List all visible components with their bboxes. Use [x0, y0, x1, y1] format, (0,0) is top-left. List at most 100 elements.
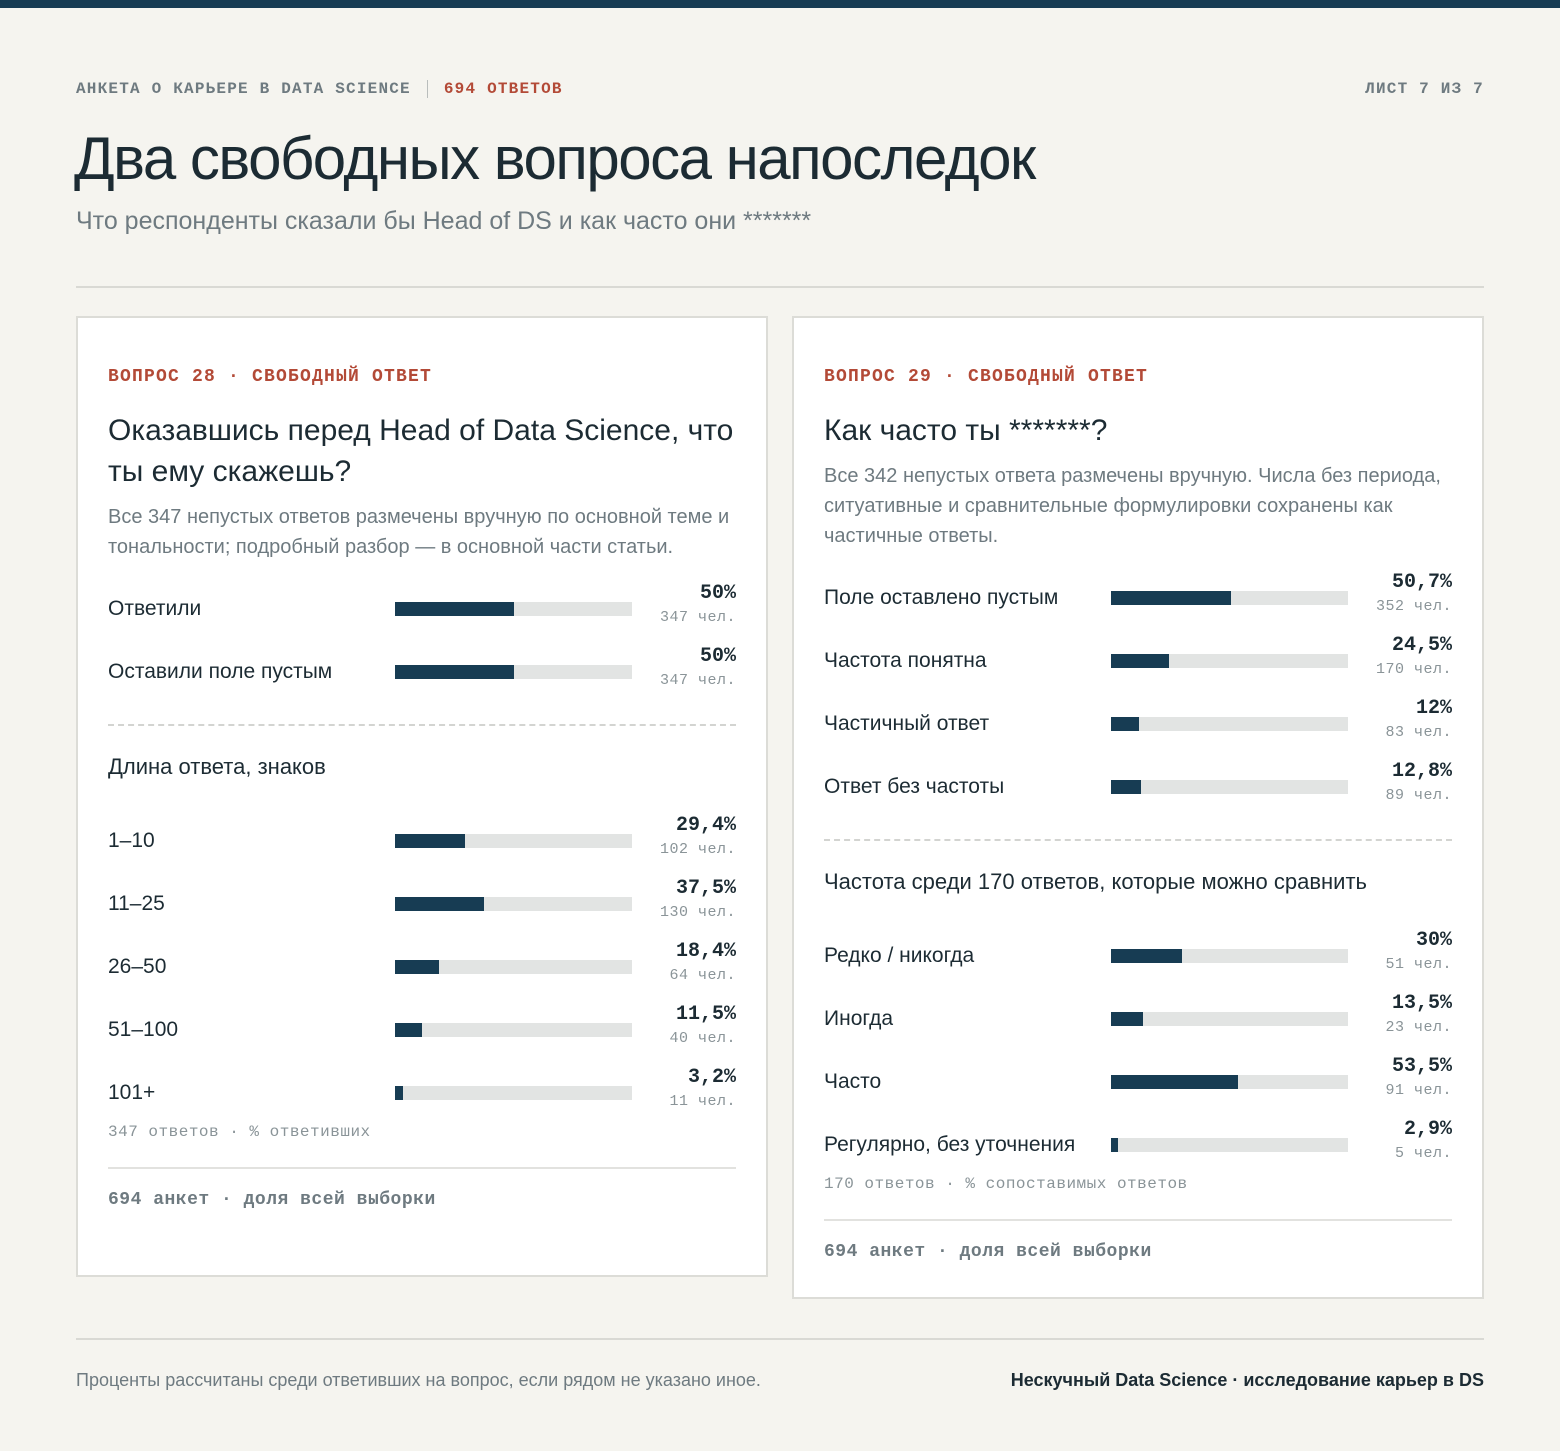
bar: [395, 665, 514, 679]
bar-row: 1–10 29,4% 102 чел.: [108, 814, 736, 883]
bar-track: [395, 834, 632, 848]
bar: [1111, 1012, 1143, 1026]
bar-label: 101+: [108, 1081, 156, 1104]
count-label: 102 чел.: [659, 841, 736, 858]
bar-track: [1111, 949, 1348, 963]
bar: [395, 602, 514, 616]
bar-row: 26–50 18,4% 64 чел.: [108, 940, 736, 1009]
bar: [395, 834, 465, 848]
bar: [1111, 1075, 1238, 1089]
question-title: Оказавшись перед Head of Data Science, ч…: [108, 414, 734, 488]
bar: [395, 960, 439, 974]
value-label: 30%: [1415, 929, 1452, 952]
footer-note: Проценты рассчитаны среди ответивших на …: [76, 1370, 761, 1390]
bar-row: Ответ без частоты 12,8% 89 чел.: [824, 760, 1452, 829]
value-label: 11,5%: [675, 1003, 736, 1026]
chart-foot-note: 170 ответов · % сопоставимых ответов: [824, 1175, 1188, 1193]
bar-label: Частота понятна: [824, 649, 987, 672]
value-label: 12%: [1415, 697, 1452, 720]
count-label: 64 чел.: [669, 967, 736, 984]
value-label: 37,5%: [675, 877, 736, 900]
bar: [1111, 780, 1142, 794]
value-label: 29,4%: [675, 814, 736, 837]
value-label: 50%: [699, 645, 736, 668]
page-subtitle: Что респонденты сказали бы Head of DS и …: [76, 207, 812, 235]
bar-track: [395, 665, 632, 679]
count-label: 347 чел.: [659, 672, 736, 689]
bar-label: Частичный ответ: [824, 712, 990, 735]
count-label: 5 чел.: [1394, 1145, 1452, 1162]
value-label: 50%: [699, 582, 736, 605]
bar-row: Частота понятна 24,5% 170 чел.: [824, 634, 1452, 703]
value-label: 24,5%: [1391, 634, 1452, 657]
bar-row: Поле оставлено пустым 50,7% 352 чел.: [824, 571, 1452, 640]
card-footer: 694 анкет · доля всей выборки: [824, 1242, 1152, 1262]
top-accent-bar: [0, 0, 1560, 8]
dashed-divider: [824, 839, 1452, 841]
response-count: 694 ОТВЕТОВ: [443, 80, 563, 98]
bar-label: Регулярно, без уточнения: [824, 1133, 1076, 1156]
count-label: 23 чел.: [1385, 1019, 1452, 1036]
bar: [1111, 654, 1170, 668]
bar-row: 11–25 37,5% 130 чел.: [108, 877, 736, 946]
bar-track: [395, 602, 632, 616]
bar-track: [395, 1086, 632, 1100]
bar-track: [395, 1023, 632, 1037]
bar-track: [1111, 1075, 1348, 1089]
bar: [395, 1086, 403, 1100]
survey-name: АНКЕТА О КАРЬЕРЕ В DATA SCIENCE: [76, 80, 411, 98]
bar-row: Редко / никогда 30% 51 чел.: [824, 929, 1452, 998]
question-title: Как часто ты *******?: [824, 414, 1108, 447]
count-label: 130 чел.: [659, 904, 736, 921]
bar-label: Иногда: [824, 1007, 894, 1030]
question-tag: ВОПРОС 28 · СВОБОДНЫЙ ОТВЕТ: [108, 367, 433, 387]
bar: [395, 897, 484, 911]
footer-divider: [76, 1338, 1484, 1340]
count-label: 91 чел.: [1385, 1082, 1452, 1099]
card-divider: [108, 1167, 736, 1169]
bar-track: [1111, 780, 1348, 794]
card-divider: [824, 1219, 1452, 1221]
value-label: 12,8%: [1391, 760, 1452, 783]
survey-eyebrow: АНКЕТА О КАРЬЕРЕ В DATA SCIENCE 694 ОТВЕ…: [76, 80, 563, 98]
page-title: Два свободных вопроса напоследок: [74, 125, 1036, 192]
value-label: 13,5%: [1391, 992, 1452, 1015]
question-note: Все 342 непустых ответа размечены вручну…: [824, 465, 1441, 547]
dashed-divider: [108, 724, 736, 726]
question-28-card: ВОПРОС 28 · СВОБОДНЫЙ ОТВЕТ Оказавшись п…: [76, 316, 768, 1277]
value-label: 53,5%: [1391, 1055, 1452, 1078]
bar-label: Ответ без частоты: [824, 775, 1005, 798]
footer-source: Нескучный Data Science · исследование ка…: [1010, 1370, 1484, 1390]
answered-chart: Ответили 50% 347 чел. Оставили поле пустым 5…: [108, 582, 736, 714]
count-label: 170 чел.: [1375, 661, 1452, 678]
count-label: 11 чел.: [669, 1093, 736, 1110]
count-label: 40 чел.: [669, 1030, 736, 1047]
bar: [1111, 591, 1232, 605]
bar-track: [1111, 654, 1348, 668]
bar-label: 11–25: [108, 892, 165, 915]
count-label: 89 чел.: [1385, 787, 1452, 804]
bar-row: 101+ 3,2% 11 чел.: [108, 1066, 736, 1135]
value-label: 2,9%: [1403, 1118, 1452, 1141]
chart-foot-note: 347 ответов · % ответивших: [108, 1123, 371, 1141]
sheet-number: ЛИСТ 7 ИЗ 7: [1365, 80, 1484, 98]
bar-track: [395, 960, 632, 974]
bar-row: Регулярно, без уточнения 2,9% 5 чел.: [824, 1118, 1452, 1187]
card-footer: 694 анкет · доля всей выборки: [108, 1190, 436, 1210]
bar-label: Часто: [824, 1070, 882, 1093]
bar-row: 51–100 11,5% 40 чел.: [108, 1003, 736, 1072]
bar-track: [1111, 1138, 1348, 1152]
section-label: Длина ответа, знаков: [108, 754, 326, 779]
bar-label: Оставили поле пустым: [108, 660, 333, 683]
bar-row: Ответили 50% 347 чел.: [108, 582, 736, 651]
question-29-card: ВОПРОС 29 · СВОБОДНЫЙ ОТВЕТ Как часто ты…: [792, 316, 1484, 1299]
question-note: Все 347 непустых ответов размечены вручн…: [108, 506, 730, 558]
bar-row: Оставили поле пустым 50% 347 чел.: [108, 645, 736, 714]
bar-track: [395, 897, 632, 911]
section-label: Частота среди 170 ответов, которые можно…: [824, 869, 1367, 894]
count-label: 51 чел.: [1385, 956, 1452, 973]
bar: [1111, 717, 1140, 731]
eyebrow-divider: [426, 80, 428, 98]
bar-row: Иногда 13,5% 23 чел.: [824, 992, 1452, 1061]
count-label: 352 чел.: [1375, 598, 1452, 615]
